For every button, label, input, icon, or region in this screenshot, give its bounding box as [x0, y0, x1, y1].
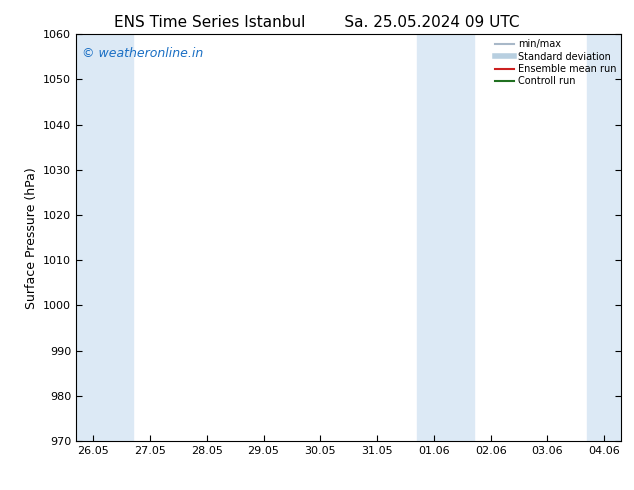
Text: ENS Time Series Istanbul        Sa. 25.05.2024 09 UTC: ENS Time Series Istanbul Sa. 25.05.2024 …: [114, 15, 520, 30]
Text: © weatheronline.in: © weatheronline.in: [82, 47, 203, 59]
Bar: [417, 34, 474, 441]
Bar: [587, 34, 634, 441]
Bar: [76, 34, 133, 441]
Y-axis label: Surface Pressure (hPa): Surface Pressure (hPa): [25, 167, 37, 309]
Legend: min/max, Standard deviation, Ensemble mean run, Controll run: min/max, Standard deviation, Ensemble me…: [493, 37, 618, 88]
